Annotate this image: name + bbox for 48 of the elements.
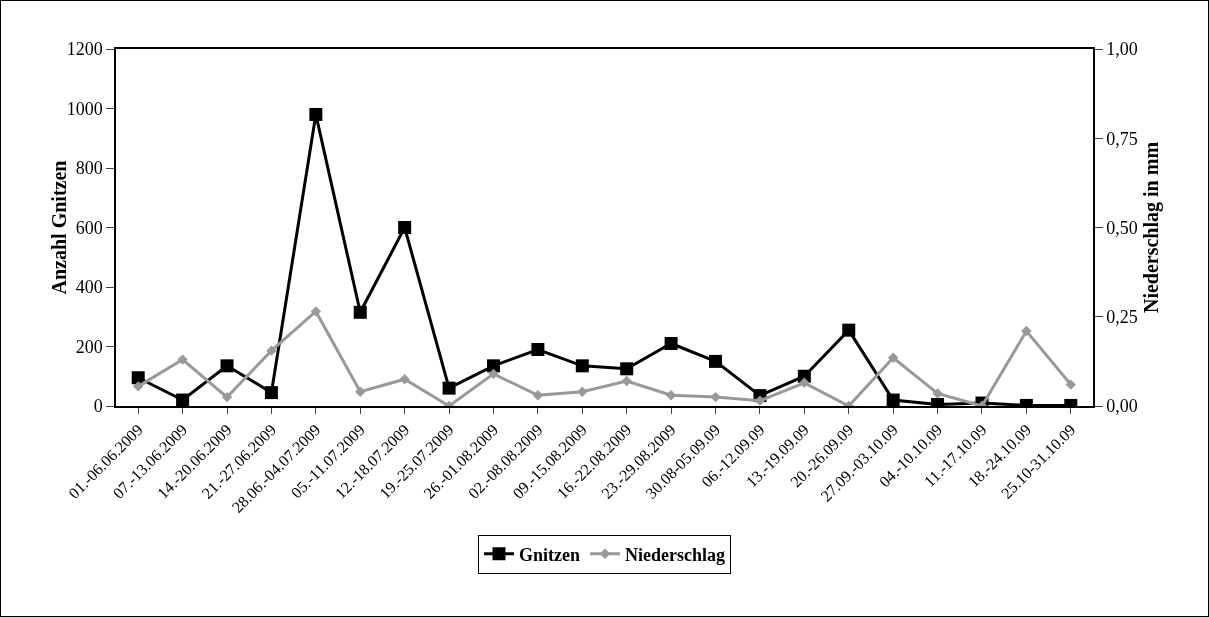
point xyxy=(531,342,545,356)
point xyxy=(310,306,322,317)
legend-label: Gnitzen xyxy=(519,544,580,565)
y-tick-label: 400 xyxy=(75,277,103,298)
point xyxy=(133,381,144,392)
point xyxy=(442,381,456,395)
point xyxy=(887,352,899,364)
legend-label: Niederschlag xyxy=(625,544,725,565)
y2-tick-label: 0,00 xyxy=(1106,396,1138,417)
point xyxy=(709,354,723,368)
point xyxy=(1021,325,1032,337)
point xyxy=(177,354,188,365)
y2-tick-label: 0,25 xyxy=(1106,307,1138,328)
point xyxy=(220,359,234,373)
y2-tick-label: 0,50 xyxy=(1106,217,1138,238)
y-tick-label: 800 xyxy=(75,158,103,179)
y-tick-label: 0 xyxy=(93,396,103,417)
point xyxy=(575,359,589,373)
y-tick-label: 1200 xyxy=(66,39,103,60)
point xyxy=(664,337,678,351)
point xyxy=(398,221,412,234)
y-tick-label: 1000 xyxy=(66,98,103,119)
point xyxy=(842,323,856,337)
y2-tick-label: 1,00 xyxy=(1106,39,1138,60)
y2-axis-title: Niederschlag in mm xyxy=(1139,141,1163,314)
point xyxy=(355,386,366,397)
y-tick-label: 600 xyxy=(75,217,103,238)
point xyxy=(399,374,410,385)
y2-tick-label: 0,75 xyxy=(1106,128,1138,149)
point xyxy=(710,391,721,403)
point xyxy=(221,391,233,403)
point xyxy=(1065,379,1076,390)
point xyxy=(577,386,588,397)
point xyxy=(486,359,500,373)
point xyxy=(886,393,900,406)
point xyxy=(621,375,632,387)
point xyxy=(176,393,190,406)
point xyxy=(266,345,277,356)
point xyxy=(799,377,810,388)
point xyxy=(620,362,634,376)
point xyxy=(309,107,323,121)
y-tick-label: 200 xyxy=(75,336,103,357)
point xyxy=(754,395,766,406)
point xyxy=(264,386,278,400)
y-axis-title: Anzahl Gnitzen xyxy=(47,160,70,295)
point xyxy=(932,388,943,399)
point xyxy=(488,368,499,380)
point xyxy=(353,305,367,319)
